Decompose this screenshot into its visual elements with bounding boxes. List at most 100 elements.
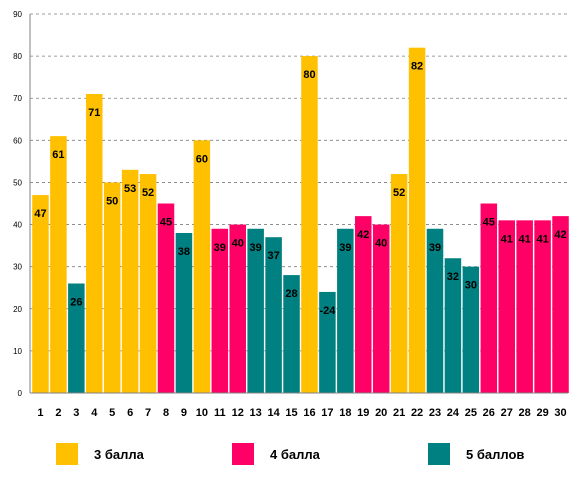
bar-3 xyxy=(68,283,85,393)
y-tick-label: 50 xyxy=(13,178,22,187)
data-label: 45 xyxy=(483,217,495,229)
bar-22 xyxy=(408,47,426,393)
legend-item-5-ballov: 5 баллов xyxy=(428,440,524,468)
bar-21 xyxy=(390,174,408,393)
legend-label-5-ballov: 5 баллов xyxy=(466,446,525,462)
x-tick-label: 15 xyxy=(285,407,297,419)
data-label: 30 xyxy=(465,280,477,292)
data-label: 42 xyxy=(554,229,566,241)
bar-14 xyxy=(265,237,282,393)
y-tick-label: 60 xyxy=(13,136,22,145)
bar-12 xyxy=(229,224,246,393)
bar-23 xyxy=(426,228,444,393)
x-tick-label: 6 xyxy=(127,407,133,419)
data-label: 32 xyxy=(447,271,459,283)
bar-18 xyxy=(337,228,354,393)
x-tick-label: 26 xyxy=(483,407,495,419)
data-label: 47 xyxy=(34,208,46,220)
y-tick-label: 40 xyxy=(13,221,22,230)
bar-10 xyxy=(193,140,211,393)
x-tick-label: 18 xyxy=(339,407,351,419)
x-tick-label: 12 xyxy=(232,407,244,419)
data-label: 53 xyxy=(124,183,136,195)
x-tick-label: 10 xyxy=(196,407,208,419)
y-tick-label: 70 xyxy=(13,94,22,103)
data-label: 41 xyxy=(536,233,548,245)
x-tick-label: 29 xyxy=(536,407,548,419)
x-tick-label: 27 xyxy=(501,407,513,419)
x-tick-label: 5 xyxy=(109,407,115,419)
data-label: 40 xyxy=(375,238,387,250)
data-label: 38 xyxy=(178,246,190,258)
legend-swatch-5-ballov xyxy=(428,443,450,465)
x-tick-label: 7 xyxy=(145,407,151,419)
data-label: 41 xyxy=(501,233,513,245)
legend-item-4-balla: 4 балла xyxy=(232,440,320,468)
legend-swatch-3-balla xyxy=(56,443,78,465)
legend-item-3-balla: 3 балла xyxy=(56,440,144,468)
x-tick-label: 19 xyxy=(357,407,369,419)
x-tick-label: 11 xyxy=(214,407,226,419)
bar-27 xyxy=(498,220,515,393)
x-tick-label: 14 xyxy=(267,407,280,419)
bar-5 xyxy=(103,182,121,393)
data-label: 52 xyxy=(393,187,405,199)
data-label: 71 xyxy=(88,107,100,119)
bars: 47 61 26 71 50 53 52 45 38 60 39 40 39 37 28 80 -24 39 42 4… xyxy=(32,47,569,393)
x-tick-label: 23 xyxy=(429,407,441,419)
x-tick-label: 13 xyxy=(250,407,262,419)
data-label: 39 xyxy=(429,242,441,254)
bar-11 xyxy=(211,228,229,393)
x-tick-label: 24 xyxy=(447,407,460,419)
x-tick-label: 28 xyxy=(519,407,531,419)
bar-9 xyxy=(175,232,193,393)
x-tick-label: 4 xyxy=(91,407,98,419)
bar-2 xyxy=(50,136,67,393)
x-tick-label: 8 xyxy=(163,407,169,419)
x-tick-label: 2 xyxy=(55,407,61,419)
y-axis: 0 10 20 30 40 50 60 70 80 90 xyxy=(13,10,31,398)
data-label: -24 xyxy=(319,305,336,317)
legend-label-3-balla: 3 балла xyxy=(94,446,144,462)
y-tick-label: 30 xyxy=(13,263,22,272)
data-label: 39 xyxy=(250,242,262,254)
y-tick-label: 20 xyxy=(13,305,22,314)
data-label: 80 xyxy=(303,69,315,81)
data-label: 28 xyxy=(285,288,297,300)
bar-28 xyxy=(516,220,533,393)
bar-1 xyxy=(32,195,49,393)
data-label: 39 xyxy=(214,242,226,254)
x-tick-label: 17 xyxy=(321,407,333,419)
x-tick-label: 9 xyxy=(181,407,187,419)
data-label: 52 xyxy=(142,187,154,199)
data-label: 39 xyxy=(339,242,351,254)
bar-20 xyxy=(372,224,390,393)
bar-8 xyxy=(157,203,175,393)
data-label: 40 xyxy=(232,238,244,250)
legend-swatch-4-balla xyxy=(232,443,254,465)
data-label: 50 xyxy=(106,195,118,207)
data-label: 60 xyxy=(196,153,208,165)
bar-13 xyxy=(247,228,264,393)
bar-24 xyxy=(444,258,462,393)
y-tick-label: 80 xyxy=(13,52,22,61)
data-label: 37 xyxy=(267,250,279,262)
bar-7 xyxy=(139,174,157,393)
y-tick-label: 90 xyxy=(13,10,22,19)
data-label: 82 xyxy=(411,61,423,73)
y-tick-label: 0 xyxy=(18,389,23,398)
x-tick-label: 16 xyxy=(303,407,315,419)
x-tick-label: 20 xyxy=(375,407,387,419)
data-label: 61 xyxy=(52,149,64,161)
bar-17 xyxy=(319,291,336,393)
y-tick-label: 10 xyxy=(13,347,22,356)
x-axis: 1 2 3 4 5 6 7 8 9 10 11 12 13 14 15 16 17 18 19 20 21 22 23 24 2… xyxy=(30,392,568,419)
bar-6 xyxy=(121,169,139,393)
x-tick-label: 30 xyxy=(554,407,566,419)
bar-19 xyxy=(355,216,372,393)
data-label: 42 xyxy=(357,229,369,241)
bar-16 xyxy=(301,56,318,393)
data-label: 45 xyxy=(160,217,172,229)
legend-label-4-balla: 4 балла xyxy=(270,446,320,462)
